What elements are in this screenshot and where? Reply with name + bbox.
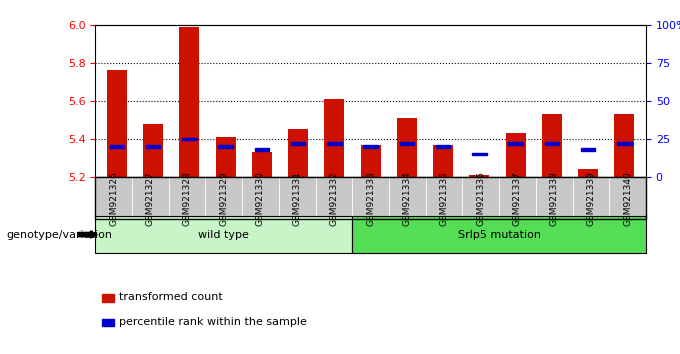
Bar [107,70,127,177]
Text: GSM921332: GSM921332 [329,171,339,225]
Bar [291,142,305,145]
Bar [363,145,378,148]
Text: GSM921337: GSM921337 [513,171,522,226]
Bar [581,148,595,151]
Bar [324,99,344,177]
Bar [254,148,269,151]
Bar [542,114,562,177]
Text: GSM921328: GSM921328 [182,171,192,225]
Text: GSM921329: GSM921329 [219,171,228,225]
Text: genotype/variation: genotype/variation [7,229,113,240]
Bar [400,142,414,145]
Bar [433,145,453,177]
Bar [469,175,490,177]
Bar [146,145,160,148]
Bar [218,145,233,148]
Bar [109,145,124,148]
Bar [578,169,598,177]
Text: GSM921327: GSM921327 [146,171,155,225]
Text: Srlp5 mutation: Srlp5 mutation [458,229,541,240]
Text: GSM921330: GSM921330 [256,171,265,226]
Text: transformed count: transformed count [119,292,223,302]
Text: GSM921339: GSM921339 [586,171,596,226]
Bar [397,118,417,177]
Bar [143,124,163,177]
Bar [216,137,235,177]
Text: percentile rank within the sample: percentile rank within the sample [119,317,307,327]
Text: GSM921334: GSM921334 [403,171,412,225]
Bar [472,153,487,155]
Bar [508,142,523,145]
Text: GSM921336: GSM921336 [476,171,486,226]
Text: GSM921338: GSM921338 [549,171,559,226]
Bar [360,145,381,177]
Bar [182,138,197,140]
Bar [545,142,559,145]
Text: GSM921340: GSM921340 [623,171,632,225]
Bar [506,133,526,177]
Text: GSM921326: GSM921326 [109,171,118,225]
Bar [288,130,308,177]
Text: wild type: wild type [199,229,249,240]
Bar [436,145,450,148]
Text: GSM921331: GSM921331 [292,171,302,226]
Bar [327,142,341,145]
Bar [252,152,272,177]
Bar [617,142,632,145]
Bar [614,114,634,177]
Bar [180,27,199,177]
Text: GSM921335: GSM921335 [439,171,449,226]
Text: GSM921333: GSM921333 [366,171,375,226]
